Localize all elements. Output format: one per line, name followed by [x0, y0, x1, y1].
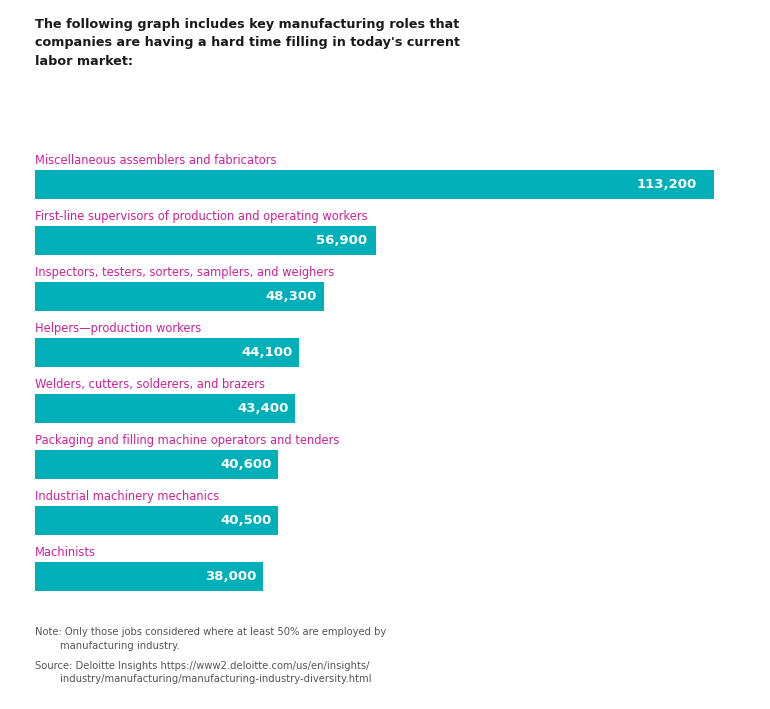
- Text: Welders, cutters, solderers, and brazers: Welders, cutters, solderers, and brazers: [35, 379, 265, 391]
- Text: 43,400: 43,400: [237, 402, 289, 415]
- Bar: [35, 562, 263, 591]
- Text: The following graph includes key manufacturing roles that
companies are having a: The following graph includes key manufac…: [35, 18, 460, 68]
- Bar: [35, 450, 278, 479]
- Text: Machinists: Machinists: [35, 547, 95, 559]
- Text: Source: Deloitte Insights https://www2.deloitte.com/us/en/insights/
        indu: Source: Deloitte Insights https://www2.d…: [35, 661, 371, 684]
- Text: 113,200: 113,200: [637, 178, 697, 191]
- Text: Packaging and filling machine operators and tenders: Packaging and filling machine operators …: [35, 435, 339, 447]
- Text: 44,100: 44,100: [241, 346, 293, 359]
- Text: 48,300: 48,300: [266, 290, 317, 303]
- Text: 38,000: 38,000: [206, 570, 257, 584]
- Text: Helpers—production workers: Helpers—production workers: [35, 323, 201, 335]
- Text: 56,900: 56,900: [316, 234, 367, 247]
- Text: First-line supervisors of production and operating workers: First-line supervisors of production and…: [35, 211, 367, 223]
- Bar: [35, 170, 714, 199]
- Bar: [35, 282, 324, 311]
- Text: Inspectors, testers, sorters, samplers, and weighers: Inspectors, testers, sorters, samplers, …: [35, 267, 334, 279]
- Text: 40,600: 40,600: [221, 458, 272, 471]
- Bar: [35, 226, 376, 255]
- Text: Industrial machinery mechanics: Industrial machinery mechanics: [35, 491, 219, 503]
- Bar: [35, 506, 278, 535]
- Text: 40,500: 40,500: [220, 514, 272, 527]
- Text: Note: Only those jobs considered where at least 50% are employed by
        manu: Note: Only those jobs considered where a…: [35, 627, 386, 651]
- Bar: [35, 338, 300, 367]
- Text: Miscellaneous assemblers and fabricators: Miscellaneous assemblers and fabricators: [35, 154, 276, 167]
- Bar: [35, 394, 295, 423]
